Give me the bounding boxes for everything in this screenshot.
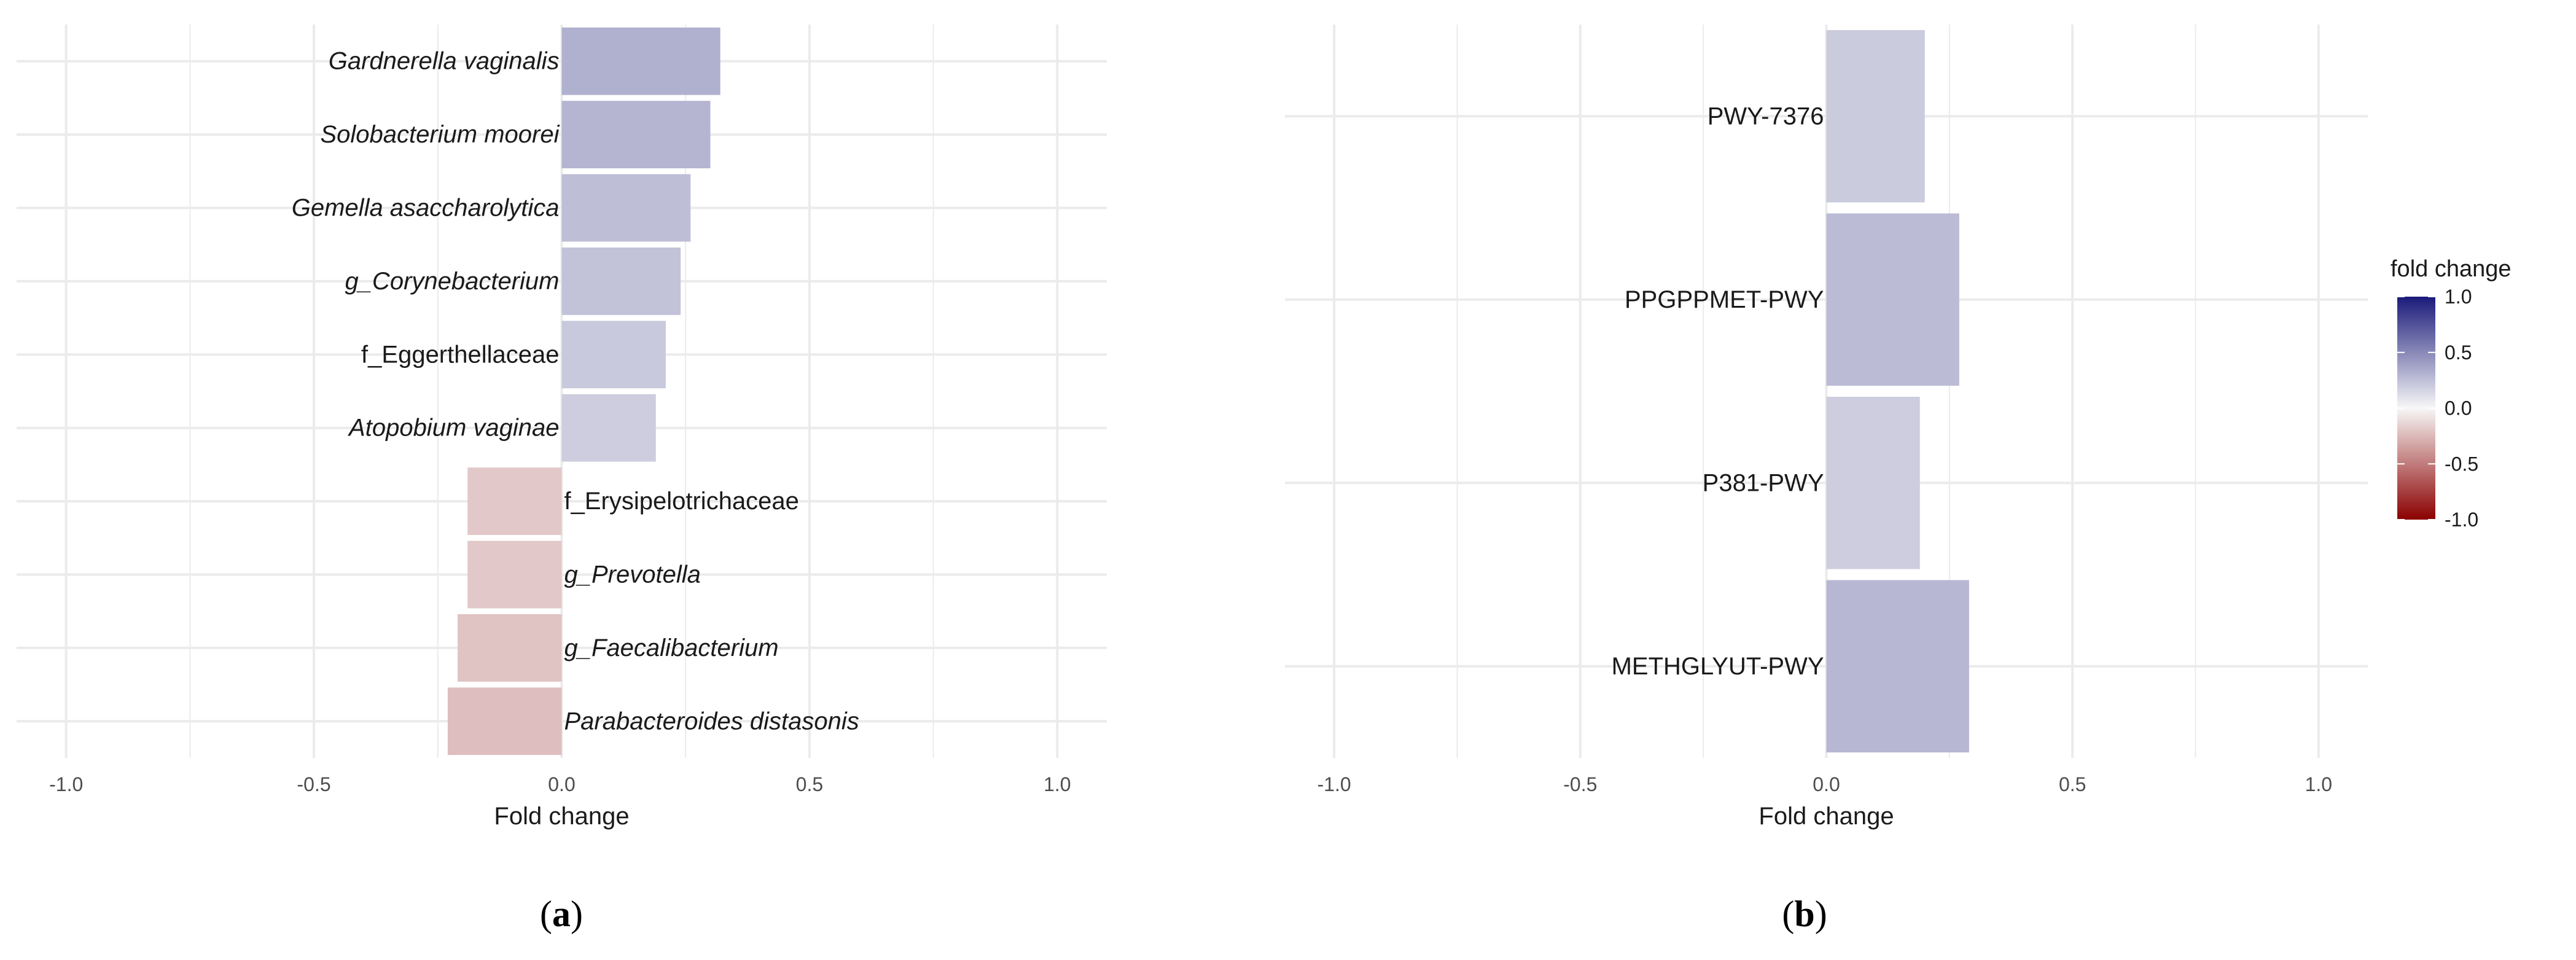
x-axis-title: Fold change	[1758, 803, 1894, 830]
bar	[467, 540, 562, 609]
category-label: g_Corynebacterium	[345, 268, 559, 295]
category-label: g_Faecalibacterium	[564, 634, 779, 661]
bar	[561, 174, 691, 242]
panel-b: PWY-7376 PPGPPMET-PWY P381-PWY METHGLYUT-PW…	[1285, 25, 2368, 934]
category-label: Atopobium vaginae	[348, 415, 559, 442]
bar	[1826, 213, 1959, 386]
panel-label-paren: (	[540, 894, 552, 934]
bar	[561, 247, 681, 315]
category-label: METHGLYUT-PWY	[1612, 653, 1824, 680]
bar	[561, 101, 711, 169]
bar	[561, 27, 720, 95]
category-label: PWY-7376	[1708, 103, 1824, 130]
bar	[458, 614, 562, 682]
bar	[447, 687, 562, 755]
legend: fold change 1.0 0.5 0.0 -0.5 -1.0	[2391, 256, 2512, 531]
category-label: f_Eggerthellaceae	[361, 341, 559, 368]
x-tick-label: -0.5	[297, 773, 331, 795]
x-tick-label: -0.5	[1563, 773, 1597, 795]
category-label: Gardnerella vaginalis	[329, 48, 560, 75]
bar	[1826, 396, 1920, 569]
legend-tick-label: 0.5	[2445, 341, 2472, 364]
bar	[561, 394, 656, 462]
x-tick-label: -1.0	[49, 773, 83, 795]
legend-title: fold change	[2391, 256, 2512, 282]
panel-label: (a)	[540, 894, 583, 934]
panel-label-paren: (	[1782, 894, 1794, 934]
panel-label-letter: b	[1794, 894, 1814, 934]
category-label: Solobacterium moorei	[320, 121, 560, 148]
bar	[467, 467, 562, 536]
bar	[1826, 580, 1969, 753]
legend-tick-label: -1.0	[2445, 509, 2478, 531]
legend-tick-label: 1.0	[2445, 286, 2472, 308]
x-tick-label: 1.0	[2305, 773, 2332, 795]
x-tick-label: 0.5	[796, 773, 823, 795]
category-label: P381-PWY	[1703, 469, 1824, 496]
category-label: Gemella asaccharolytica	[292, 195, 560, 222]
x-axis-title: Fold change	[494, 803, 629, 830]
x-tick-label: 0.5	[2059, 773, 2086, 795]
panel-label-letter: a	[552, 894, 571, 934]
x-tick-label: 0.0	[1813, 773, 1840, 795]
x-tick-label: 1.0	[1044, 773, 1071, 795]
category-label: Parabacteroides distasonis	[564, 708, 859, 735]
panel-a: Gardnerella vaginalis Solobacterium moore…	[17, 25, 1107, 934]
bar	[561, 321, 666, 389]
panel-label: (b)	[1782, 894, 1827, 934]
x-tick-label: -1.0	[1317, 773, 1351, 795]
legend-tick-label: 0.0	[2445, 397, 2472, 420]
legend-tick-label: -0.5	[2445, 453, 2478, 475]
x-tick-label: 0.0	[548, 773, 575, 795]
panel-label-paren: )	[1815, 894, 1827, 934]
panel-label-paren: )	[571, 894, 583, 934]
bar	[1826, 29, 1925, 203]
category-label: g_Prevotella	[564, 561, 701, 588]
category-label: f_Erysipelotrichaceae	[564, 488, 799, 515]
category-label: PPGPPMET-PWY	[1625, 286, 1824, 313]
